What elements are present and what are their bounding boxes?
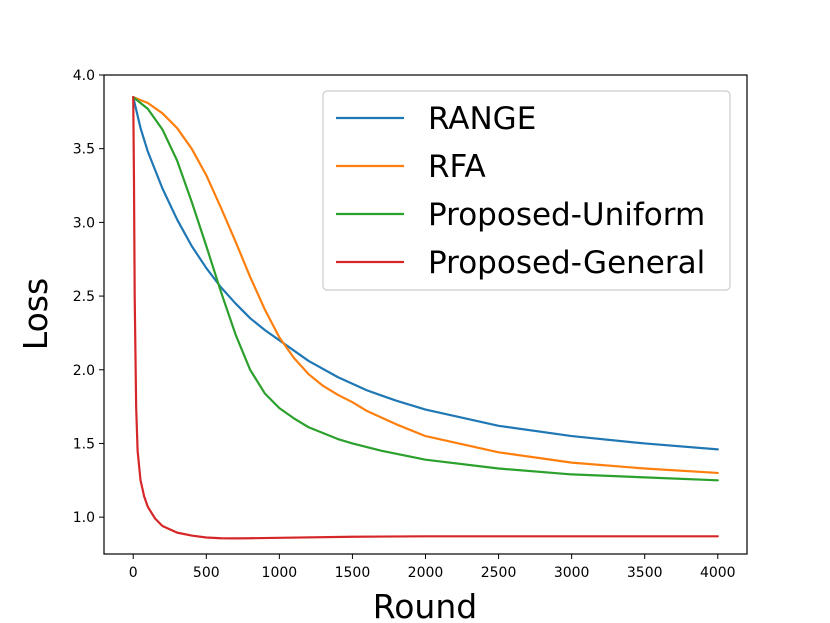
x-tick-label: 500 bbox=[193, 565, 220, 581]
x-tick-label: 2000 bbox=[408, 565, 444, 581]
legend-label-proposed-uniform: Proposed-Uniform bbox=[428, 197, 705, 233]
y-tick-label: 4.0 bbox=[73, 68, 95, 84]
legend-label-rfa: RFA bbox=[428, 149, 486, 185]
x-tick-label: 0 bbox=[129, 565, 138, 581]
x-tick-label: 4000 bbox=[700, 565, 736, 581]
series-line-proposed-general bbox=[132, 96, 719, 540]
y-tick-label: 2.0 bbox=[73, 363, 95, 379]
x-tick-label: 1500 bbox=[335, 565, 371, 581]
legend-label-proposed-general: Proposed-General bbox=[428, 245, 705, 281]
x-tick-label: 3000 bbox=[554, 565, 590, 581]
legend: RANGE RFA Proposed-Uniform Proposed-General bbox=[322, 90, 731, 291]
series-line-rfa bbox=[132, 96, 719, 475]
y-tick-label: 3.5 bbox=[73, 142, 95, 158]
x-tick-label: 1000 bbox=[262, 565, 298, 581]
series-line-range bbox=[132, 96, 719, 451]
y-axis-title: Loss bbox=[16, 278, 55, 350]
series-layer bbox=[132, 96, 719, 540]
legend-label-range: RANGE bbox=[428, 101, 536, 137]
y-tick-label: 3.0 bbox=[73, 215, 95, 231]
y-tick-label: 1.5 bbox=[73, 436, 95, 452]
x-axis-title: Round bbox=[373, 587, 477, 623]
x-tick-label: 3500 bbox=[627, 565, 663, 581]
series-line-proposed-uniform bbox=[132, 96, 719, 482]
x-tick-label: 2500 bbox=[481, 565, 517, 581]
y-tick-label: 2.5 bbox=[73, 289, 95, 305]
x-axis-ticks: 0 500 1000 1500 2000 2500 3000 3500 4000 bbox=[129, 554, 736, 581]
y-axis-ticks: 1.0 1.5 2.0 2.5 3.0 3.5 4.0 bbox=[73, 68, 104, 526]
y-tick-label: 1.0 bbox=[73, 510, 95, 526]
legend-box bbox=[322, 90, 731, 291]
